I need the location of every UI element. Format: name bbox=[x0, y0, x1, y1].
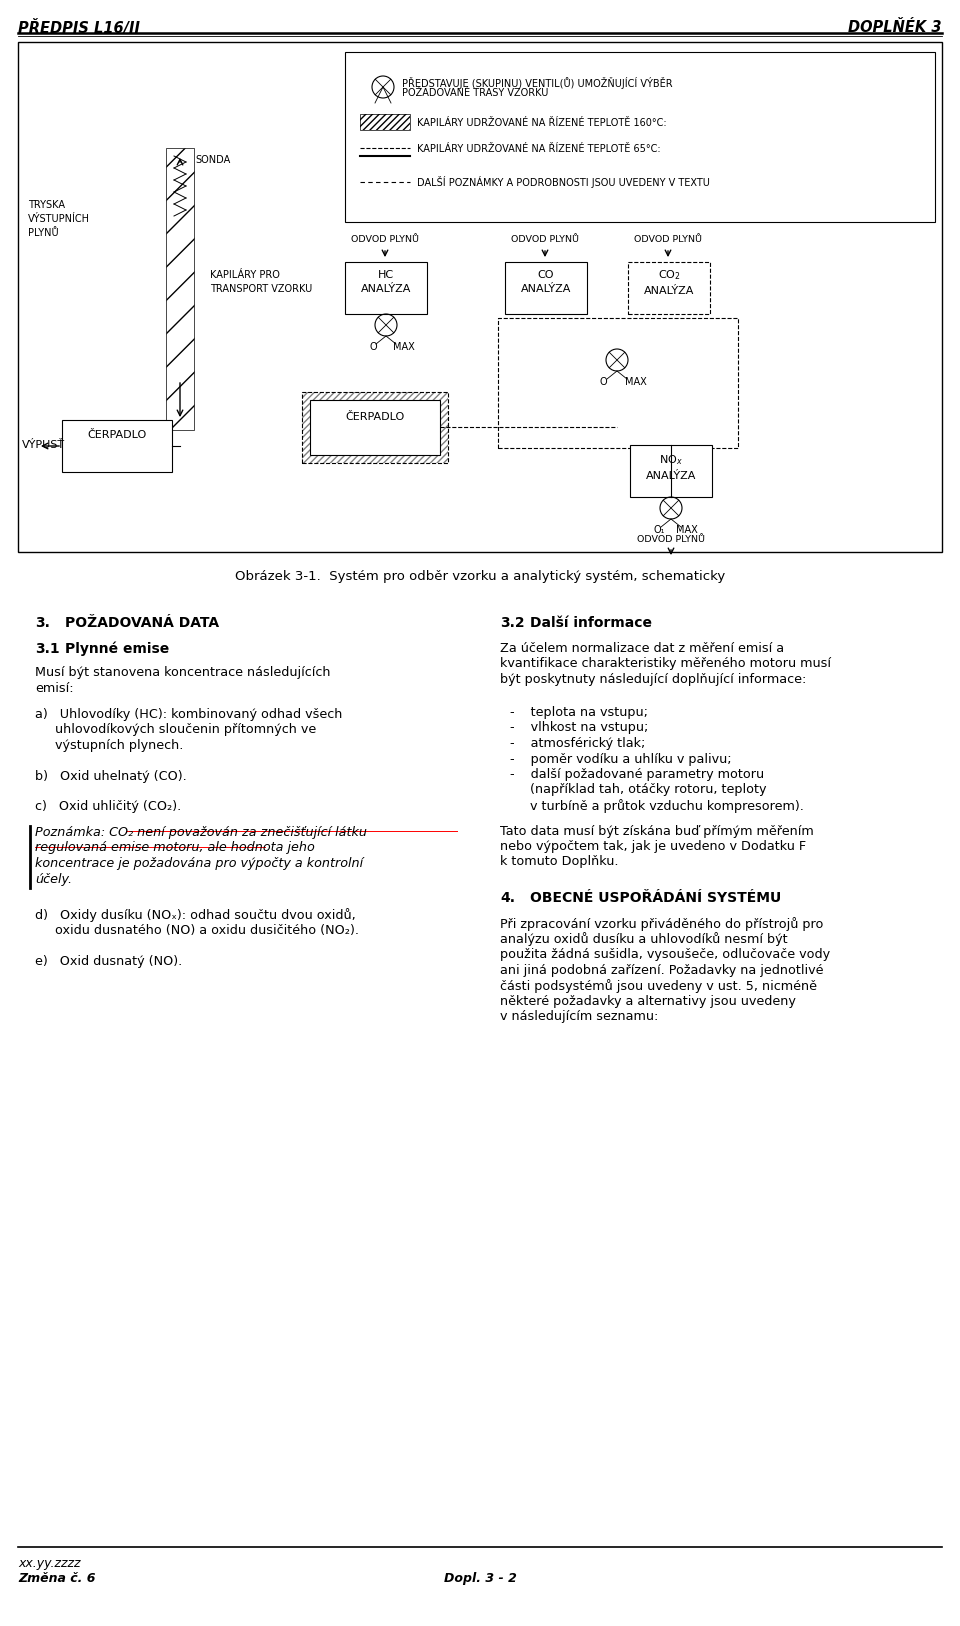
Text: kvantifikace charakteristiky měřeného motoru musí: kvantifikace charakteristiky měřeného mo… bbox=[500, 657, 831, 670]
Text: oxidu dusnatého (NO) a oxidu dusičitého (NO₂).: oxidu dusnatého (NO) a oxidu dusičitého … bbox=[35, 924, 359, 937]
Text: ODVOD PLYNŮ: ODVOD PLYNŮ bbox=[637, 535, 705, 545]
Bar bbox=[630, 446, 712, 498]
Bar bbox=[302, 392, 448, 463]
Text: O: O bbox=[600, 377, 608, 387]
Text: -    atmosférický tlak;: - atmosférický tlak; bbox=[510, 737, 645, 750]
Bar bbox=[345, 52, 935, 223]
Text: ODVOD PLYNŮ: ODVOD PLYNŮ bbox=[351, 236, 419, 244]
Text: e)   Oxid dusnatý (NO).: e) Oxid dusnatý (NO). bbox=[35, 954, 182, 967]
Text: uhlovodíkových sloučenin přítomných ve: uhlovodíkových sloučenin přítomných ve bbox=[35, 724, 316, 737]
Text: DALŠÍ POZNÁMKY A PODROBNOSTI JSOU UVEDENY V TEXTU: DALŠÍ POZNÁMKY A PODROBNOSTI JSOU UVEDEN… bbox=[417, 176, 709, 189]
Text: Plynné emise: Plynné emise bbox=[65, 642, 169, 657]
Text: VÝPUSŤ: VÝPUSŤ bbox=[22, 441, 65, 450]
Text: 3.: 3. bbox=[35, 616, 50, 629]
Text: koncentrace je požadována pro výpočty a kontrolní: koncentrace je požadována pro výpočty a … bbox=[35, 857, 363, 870]
Text: výstupních plynech.: výstupních plynech. bbox=[35, 738, 183, 751]
Text: O₁: O₁ bbox=[653, 525, 664, 535]
Text: Další informace: Další informace bbox=[530, 616, 652, 629]
Text: emisí:: emisí: bbox=[35, 681, 74, 694]
Text: c)   Oxid uhličitý (CO₂).: c) Oxid uhličitý (CO₂). bbox=[35, 800, 181, 813]
Text: POŽADOVANÁ DATA: POŽADOVANÁ DATA bbox=[65, 616, 219, 629]
Bar bbox=[628, 262, 710, 314]
Text: OBECNÉ USPOŘÁDÁNÍ SYSTÉMU: OBECNÉ USPOŘÁDÁNÍ SYSTÉMU bbox=[530, 891, 781, 906]
Text: účely.: účely. bbox=[35, 873, 72, 886]
Text: části podsystémů jsou uvedeny v ust. 5, nicméně: části podsystémů jsou uvedeny v ust. 5, … bbox=[500, 979, 817, 993]
Bar bbox=[345, 262, 427, 314]
Text: b)   Oxid uhelnatý (CO).: b) Oxid uhelnatý (CO). bbox=[35, 771, 187, 784]
Text: xx.yy.zzzz: xx.yy.zzzz bbox=[18, 1558, 81, 1571]
Text: NO$_x$
ANALÝZA: NO$_x$ ANALÝZA bbox=[646, 454, 696, 481]
Bar bbox=[505, 262, 587, 314]
Text: ODVOD PLYNŮ: ODVOD PLYNŮ bbox=[634, 236, 702, 244]
Text: PŘEDSTAVUJE (SKUPINU) VENTIL(Ů) UMOŽŇUJÍCÍ VÝBĚR: PŘEDSTAVUJE (SKUPINU) VENTIL(Ů) UMOŽŇUJÍ… bbox=[402, 76, 673, 89]
Text: MAX: MAX bbox=[625, 377, 647, 387]
Text: Za účelem normalizace dat z měření emisí a: Za účelem normalizace dat z měření emisí… bbox=[500, 642, 784, 655]
Text: použita žádná sušidla, vysoušeče, odlučovače vody: použita žádná sušidla, vysoušeče, odlučo… bbox=[500, 948, 830, 961]
Text: některé požadavky a alternativy jsou uvedeny: některé požadavky a alternativy jsou uve… bbox=[500, 995, 796, 1008]
Text: MAX: MAX bbox=[676, 525, 698, 535]
Text: a)   Uhlovodíky (HC): kombinovaný odhad všech: a) Uhlovodíky (HC): kombinovaný odhad vš… bbox=[35, 707, 343, 720]
Text: v turbíně a průtok vzduchu kompresorem).: v turbíně a průtok vzduchu kompresorem). bbox=[510, 798, 804, 813]
Text: Musí být stanovena koncentrace následujících: Musí být stanovena koncentrace následují… bbox=[35, 667, 330, 680]
Text: POŽADOVANÉ TRASY VZORKU: POŽADOVANÉ TRASY VZORKU bbox=[402, 88, 548, 98]
Text: Dopl. 3 - 2: Dopl. 3 - 2 bbox=[444, 1572, 516, 1585]
Text: (například tah, otáčky rotoru, teploty: (například tah, otáčky rotoru, teploty bbox=[510, 784, 766, 797]
Text: Tato data musí být získána buď přímým měřením: Tato data musí být získána buď přímým mě… bbox=[500, 824, 814, 837]
Text: ODVOD PLYNŮ: ODVOD PLYNŮ bbox=[511, 236, 579, 244]
Bar bbox=[310, 400, 440, 455]
Bar bbox=[302, 392, 448, 463]
Text: k tomuto Doplňku.: k tomuto Doplňku. bbox=[500, 855, 618, 868]
Text: -    poměr vodíku a uhlíku v palivu;: - poměr vodíku a uhlíku v palivu; bbox=[510, 753, 732, 766]
Text: PŘEDPIS L16/II: PŘEDPIS L16/II bbox=[18, 20, 140, 36]
Text: regulovaná emise motoru, ale hodnota jeho: regulovaná emise motoru, ale hodnota jeh… bbox=[35, 842, 315, 855]
Text: Změna č. 6: Změna č. 6 bbox=[18, 1572, 95, 1585]
Text: Poznámka: CO₂ není považován za znečišťující látku: Poznámka: CO₂ není považován za znečišťu… bbox=[35, 826, 367, 839]
Text: O: O bbox=[370, 341, 377, 351]
Bar bbox=[498, 319, 738, 449]
Text: HC
ANALÝZA: HC ANALÝZA bbox=[361, 270, 411, 294]
Bar bbox=[62, 420, 172, 472]
Text: d)   Oxidy dusíku (NOₓ): odhad součtu dvou oxidů,: d) Oxidy dusíku (NOₓ): odhad součtu dvou… bbox=[35, 907, 356, 922]
Text: KAPILÁRY UDRŽOVANÉ NA ŘÍZENÉ TEPLOTĚ 160°C:: KAPILÁRY UDRŽOVANÉ NA ŘÍZENÉ TEPLOTĚ 160… bbox=[417, 119, 666, 128]
Text: ČERPADLO: ČERPADLO bbox=[346, 411, 404, 423]
Text: SONDA: SONDA bbox=[195, 154, 230, 164]
Text: DOPLŇÉK 3: DOPLŇÉK 3 bbox=[849, 20, 942, 36]
Text: TRYSKA
VÝSTUPNÍCH
PLYNŮ: TRYSKA VÝSTUPNÍCH PLYNŮ bbox=[28, 200, 90, 237]
Text: nebo výpočtem tak, jak je uvedeno v Dodatku F: nebo výpočtem tak, jak je uvedeno v Doda… bbox=[500, 841, 806, 854]
Text: KAPILÁRY PRO
TRANSPORT VZORKU: KAPILÁRY PRO TRANSPORT VZORKU bbox=[210, 270, 312, 294]
Text: CO$_2$
ANALÝZA: CO$_2$ ANALÝZA bbox=[644, 268, 694, 296]
Text: MAX: MAX bbox=[393, 341, 415, 351]
Text: být poskytnuty následující doplňující informace:: být poskytnuty následující doplňující in… bbox=[500, 673, 806, 686]
Text: CO
ANALÝZA: CO ANALÝZA bbox=[521, 270, 571, 294]
Text: ani jiná podobná zařízení. Požadavky na jednotlivé: ani jiná podobná zařízení. Požadavky na … bbox=[500, 964, 824, 977]
Text: analýzu oxidů dusíku a uhlovodíků nesmí být: analýzu oxidů dusíku a uhlovodíků nesmí … bbox=[500, 932, 787, 946]
Text: -    teplota na vstupu;: - teplota na vstupu; bbox=[510, 706, 648, 719]
Text: v následujícím seznamu:: v následujícím seznamu: bbox=[500, 1010, 659, 1023]
Text: 3.2: 3.2 bbox=[500, 616, 524, 629]
Bar bbox=[360, 114, 410, 130]
Text: ČERPADLO: ČERPADLO bbox=[87, 429, 147, 441]
Bar bbox=[360, 114, 410, 130]
Bar bbox=[166, 148, 194, 429]
Text: KAPILÁRY UDRŽOVANÉ NA ŘÍZENÉ TEPLOTĚ 65°C:: KAPILÁRY UDRŽOVANÉ NA ŘÍZENÉ TEPLOTĚ 65°… bbox=[417, 145, 660, 154]
Text: Při zpracování vzorku přiváděného do přístrojů pro: Při zpracování vzorku přiváděného do pří… bbox=[500, 917, 824, 932]
Bar bbox=[18, 42, 942, 551]
Text: 4.: 4. bbox=[500, 891, 515, 906]
Text: -    vlhkost na vstupu;: - vlhkost na vstupu; bbox=[510, 722, 648, 735]
Text: -    další požadované parametry motoru: - další požadované parametry motoru bbox=[510, 767, 764, 780]
Text: Obrázek 3-1.  Systém pro odběr vzorku a analytický systém, schematicky: Obrázek 3-1. Systém pro odběr vzorku a a… bbox=[235, 571, 725, 584]
Text: 3.1: 3.1 bbox=[35, 642, 60, 655]
